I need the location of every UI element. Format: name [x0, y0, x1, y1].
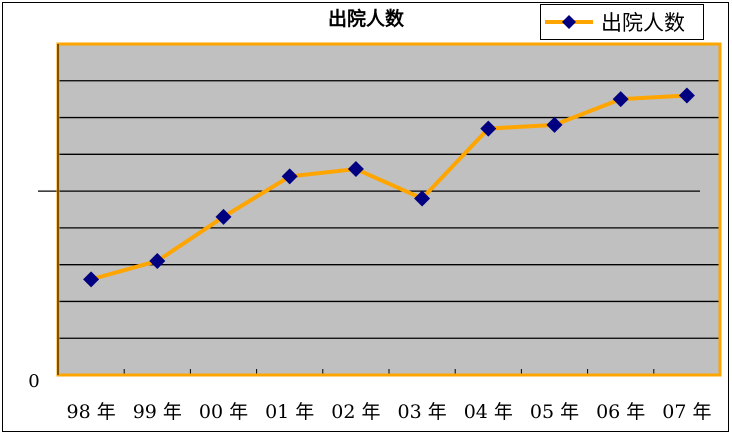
data-point — [546, 116, 563, 133]
legend: 出院人数 — [540, 4, 704, 40]
data-point — [678, 87, 695, 104]
data-point — [612, 91, 629, 108]
x-tick-label: 04 年 — [464, 401, 513, 423]
data-point — [149, 252, 166, 269]
data-point — [480, 120, 497, 137]
chart-title: 出院人数 — [327, 8, 404, 30]
data-point — [414, 190, 431, 207]
x-tick-label: 99 年 — [133, 401, 182, 423]
x-tick-label: 00 年 — [199, 401, 248, 423]
x-tick-label: 06 年 — [596, 401, 645, 423]
x-tick-label: 01 年 — [265, 401, 314, 423]
y-tick-label: 0 — [28, 371, 39, 392]
x-tick-label: 03 年 — [397, 401, 446, 423]
data-point — [83, 271, 100, 288]
data-point — [281, 168, 298, 185]
data-point — [347, 161, 364, 178]
data-point — [215, 208, 232, 225]
x-tick-label: 07 年 — [662, 401, 711, 423]
x-tick-label: 05 年 — [530, 401, 579, 423]
plot-area — [58, 44, 720, 375]
legend-marker-icon — [545, 15, 593, 29]
chart-frame — [2, 2, 729, 432]
series-line — [90, 93, 688, 282]
x-tick-label: 98 年 — [66, 401, 115, 423]
legend-label: 出院人数 — [601, 11, 685, 35]
x-tick-label: 02 年 — [331, 401, 380, 423]
